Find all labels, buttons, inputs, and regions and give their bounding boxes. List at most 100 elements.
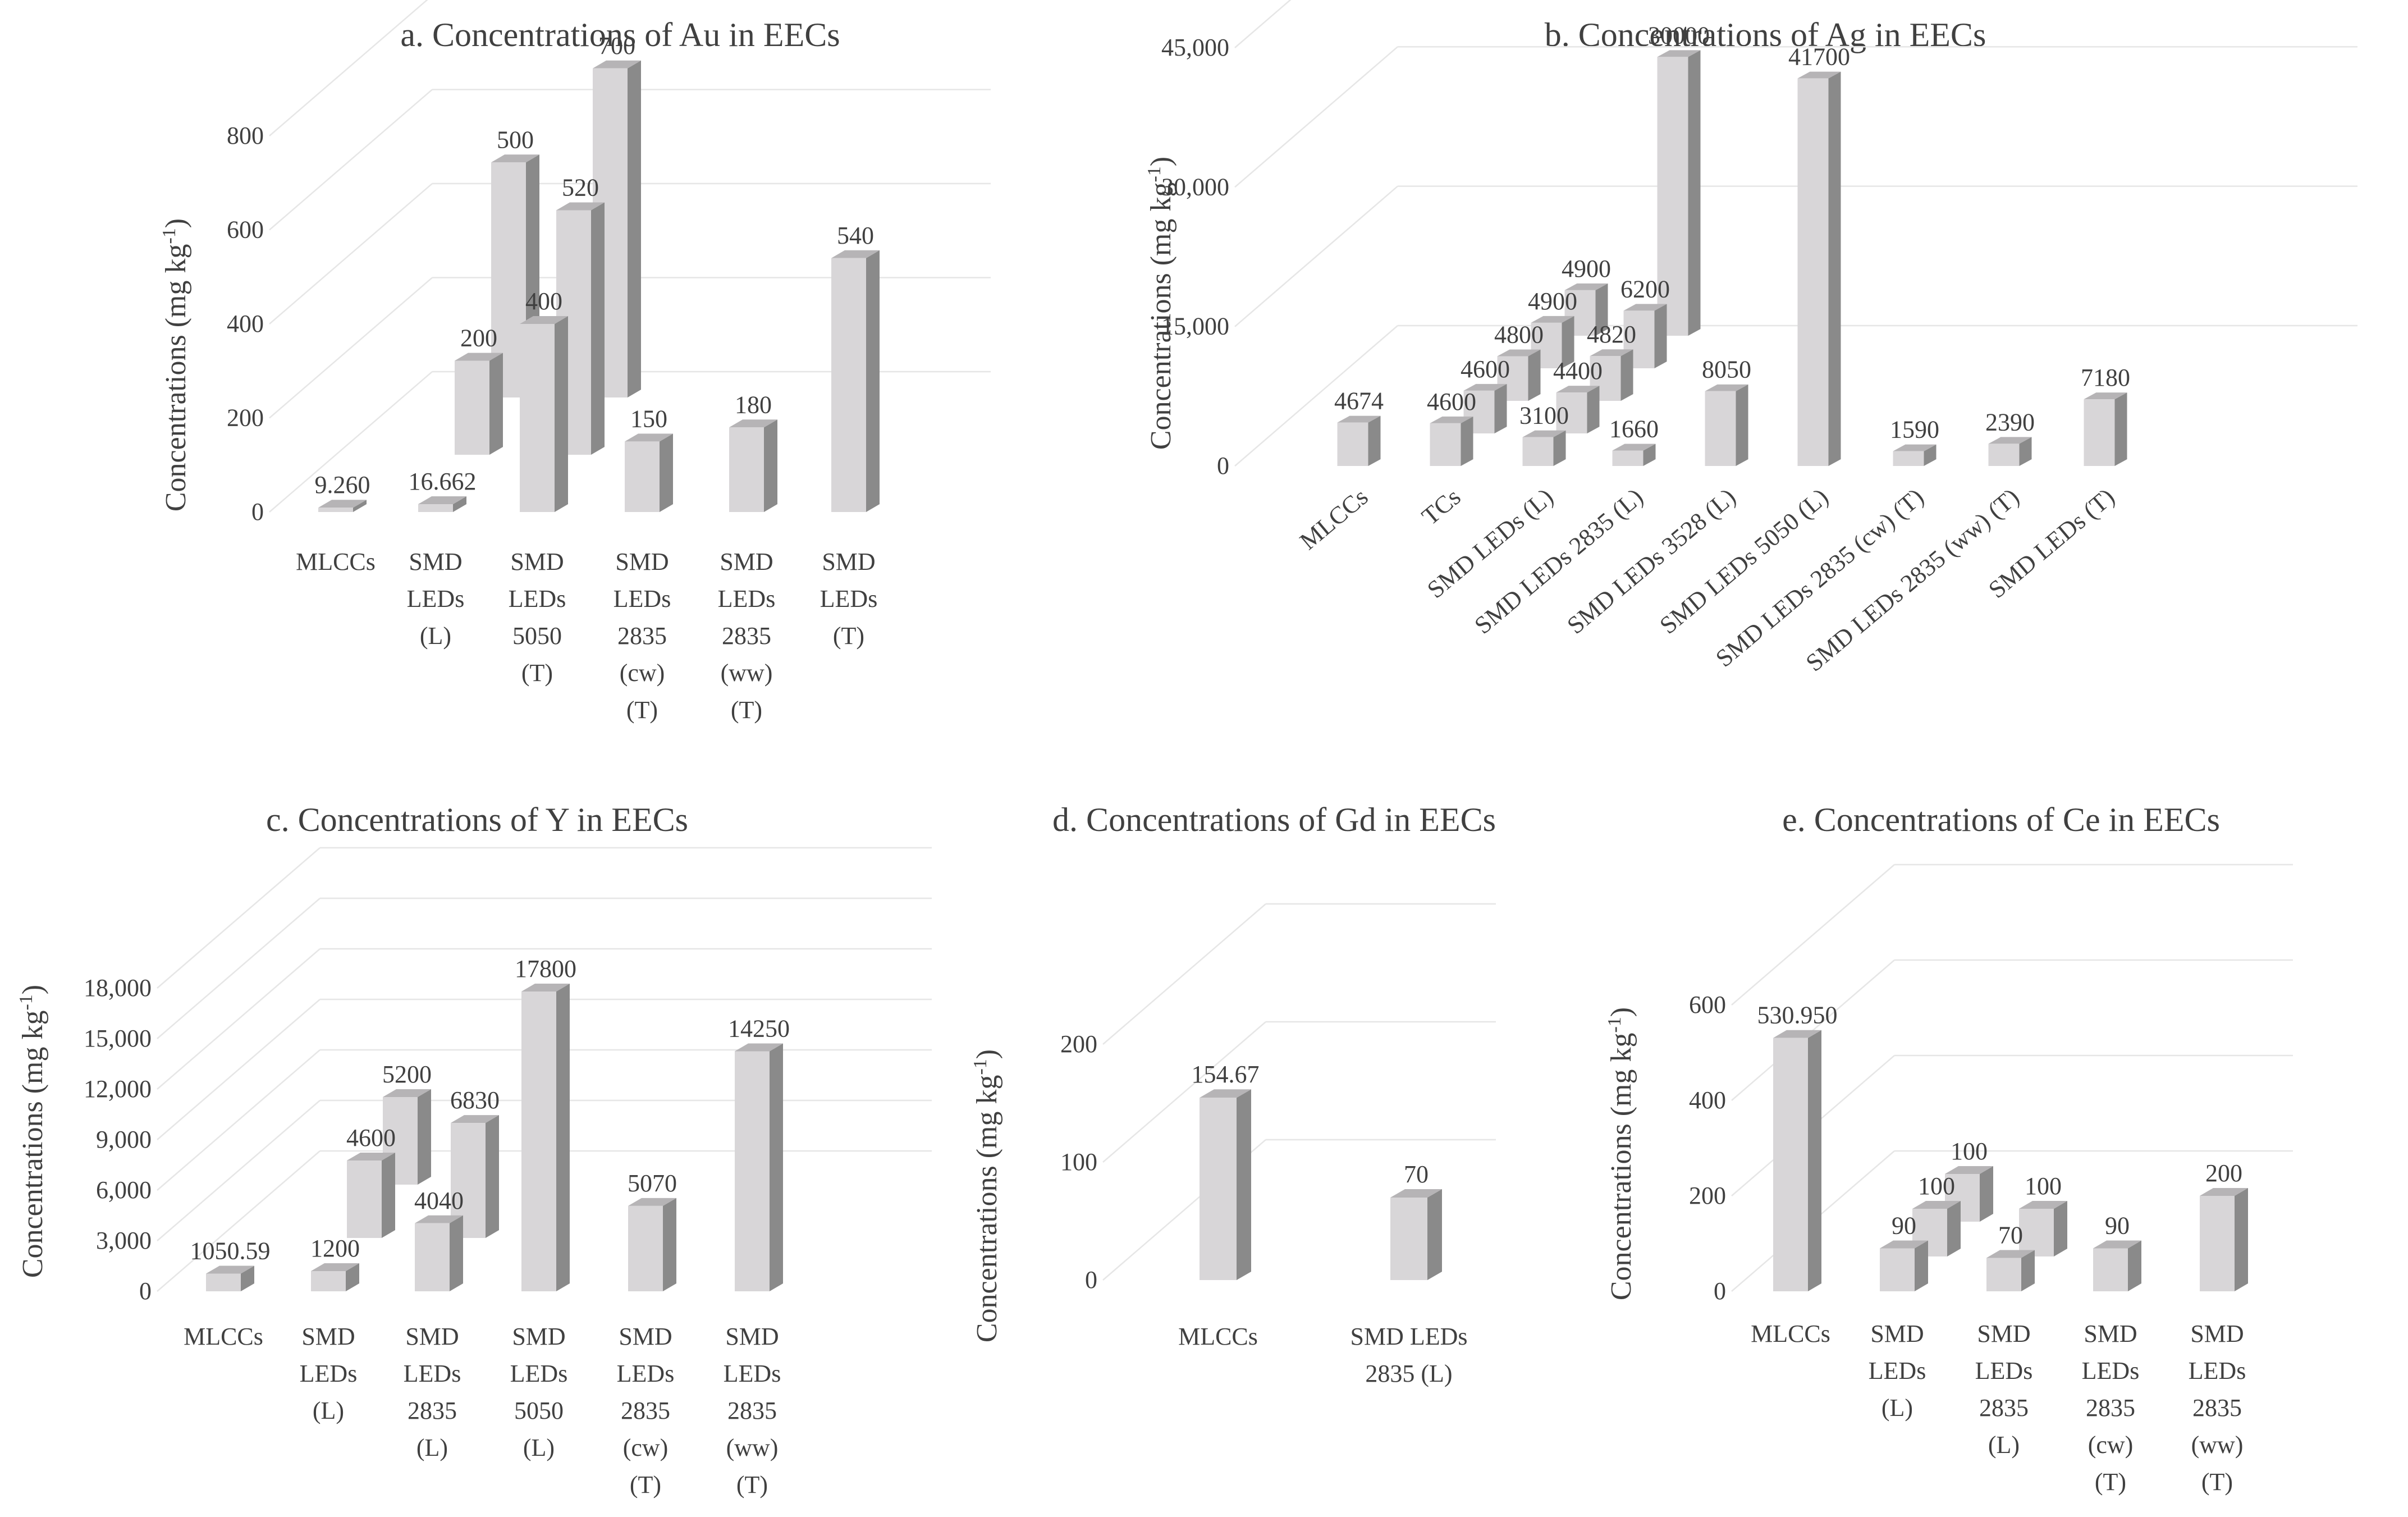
- data-label: 100: [1918, 1172, 1955, 1200]
- y-axis-label-close: ): [1145, 157, 1177, 166]
- data-label: 400: [525, 287, 562, 315]
- y-tick-label: 0: [1217, 452, 1229, 479]
- x-tick-label: SMD LEDs 2835 (ww) (T): [724, 1323, 781, 1498]
- bar: 14250: [728, 1015, 790, 1291]
- y-tick-label: 30,000: [1161, 173, 1229, 200]
- gridline-oblique: [157, 1049, 321, 1191]
- x-tick-label: SMD LEDs 5050 (L): [510, 1323, 568, 1461]
- bar-side: [2235, 1188, 2248, 1291]
- bar-top: [729, 419, 777, 428]
- bar-front: [625, 441, 660, 512]
- x-tick-label-line: SMD: [1870, 1320, 1924, 1347]
- x-tick-label-line: MLCCs: [296, 548, 376, 575]
- x-tick-label-line: (T): [736, 1471, 768, 1498]
- bar-side: [1915, 1240, 1928, 1291]
- y-tick-label: 3,000: [96, 1227, 152, 1254]
- y-axis-label-close: ): [971, 1049, 1003, 1059]
- x-tick-label-line: LEDs: [1869, 1357, 1926, 1385]
- bar-front: [1988, 444, 2020, 466]
- y-tick-label: 800: [227, 122, 264, 149]
- y-axis-label-superscript: -1: [1144, 166, 1165, 182]
- bar-top: [735, 1043, 783, 1052]
- y-tick-label: 600: [227, 216, 264, 244]
- bar-top: [831, 250, 880, 258]
- data-label: 30000: [1648, 21, 1710, 49]
- bar-side: [2128, 1240, 2141, 1291]
- x-tick-label-line: (L): [523, 1434, 555, 1461]
- chart-gd-panel: d. Concentrations of Gd in EECs 0 100 200 Co…: [970, 801, 1496, 1387]
- bar-top: [311, 1263, 359, 1271]
- gridline-oblique: [1102, 1021, 1266, 1163]
- gridline-oblique: [157, 1100, 321, 1241]
- bar-top: [1705, 384, 1748, 391]
- data-label: 5200: [382, 1061, 432, 1088]
- bar-top: [2019, 1201, 2067, 1209]
- data-label: 41700: [1788, 43, 1850, 71]
- bar-top: [2084, 392, 2127, 400]
- bar-side: [591, 202, 605, 455]
- x-tick-label-line: LEDs: [509, 585, 566, 613]
- bar-front: [831, 258, 866, 512]
- bar-side: [1980, 1166, 1993, 1222]
- x-tick-label-line: LEDs: [1975, 1357, 2033, 1385]
- y-axis-label-close: ): [17, 985, 49, 994]
- x-tick-label: SMD LEDs 2835 (ww) (T): [718, 548, 776, 724]
- bar-front: [1773, 1038, 1808, 1291]
- y-tick-label: 9,000: [96, 1126, 152, 1153]
- gridline-oblique: [269, 0, 428, 136]
- bar-side: [1620, 349, 1633, 401]
- bar-side: [1562, 316, 1574, 368]
- x-tick-label-line: SMD: [1977, 1320, 2030, 1347]
- x-tick-label: SMD LEDs 2835 (cw) (T): [617, 1323, 675, 1498]
- bar-front: [2093, 1248, 2128, 1291]
- bar-side: [660, 433, 673, 512]
- y-axis-label: Concentrations (mg kg-1): [159, 218, 192, 511]
- bar-top: [2093, 1240, 2141, 1249]
- bar-top: [1773, 1030, 1821, 1038]
- data-label: 4400: [1553, 357, 1603, 385]
- x-tick-label-line: (ww): [2191, 1431, 2244, 1459]
- bar-side: [1553, 430, 1566, 466]
- bar-top: [1590, 349, 1633, 357]
- data-label: 70: [1998, 1222, 2023, 1249]
- y-axis-label-main: Concentrations (mg kg: [17, 1011, 49, 1278]
- y-tick-label: 200: [1689, 1182, 1726, 1209]
- bar-top: [556, 202, 605, 211]
- y-axis-label-superscript: -1: [970, 1059, 991, 1075]
- y-tick-label: 400: [1689, 1086, 1726, 1114]
- data-label: 4820: [1587, 321, 1636, 348]
- y-tick-label: 400: [227, 310, 264, 337]
- data-label: 4600: [346, 1124, 396, 1152]
- bar-top: [1880, 1240, 1928, 1249]
- bar-side: [353, 500, 367, 512]
- bar-top: [1556, 386, 1600, 393]
- bar: 3100: [1519, 402, 1569, 466]
- bar-side: [1924, 444, 1937, 466]
- x-tick-label-line: LEDs: [617, 1360, 675, 1387]
- bar: 70: [1986, 1222, 2035, 1291]
- data-label: 5070: [628, 1169, 677, 1197]
- bar: 200: [455, 325, 503, 455]
- x-tick-label: SMD LEDs (L): [1869, 1320, 1926, 1422]
- x-tick-label-line: (cw): [2088, 1431, 2134, 1459]
- data-label: 200: [460, 325, 497, 352]
- bar-front: [318, 508, 353, 512]
- bar-front: [1522, 437, 1554, 466]
- bar: 4400: [1553, 357, 1603, 433]
- bar-side: [2114, 392, 2127, 466]
- data-label: 1050.59: [190, 1237, 271, 1264]
- y-axis-label-main: Concentrations (mg kg: [1605, 1033, 1637, 1301]
- bar-side: [628, 60, 641, 397]
- x-tick-label-line: SMD: [2084, 1320, 2137, 1347]
- data-label: 70: [1404, 1160, 1429, 1188]
- data-label: 540: [837, 222, 874, 249]
- x-tick-label-line: 5050: [512, 622, 562, 650]
- data-label: 150: [630, 405, 667, 432]
- x-tick-label: MLCCs: [184, 1323, 263, 1350]
- gridline-oblique: [1234, 46, 1398, 188]
- gridline-oblique: [269, 89, 433, 231]
- bar: 530.950: [1757, 1002, 1838, 1291]
- gridline-oblique: [157, 1150, 321, 1292]
- bar-side: [241, 1265, 254, 1291]
- bar-side: [418, 1089, 431, 1185]
